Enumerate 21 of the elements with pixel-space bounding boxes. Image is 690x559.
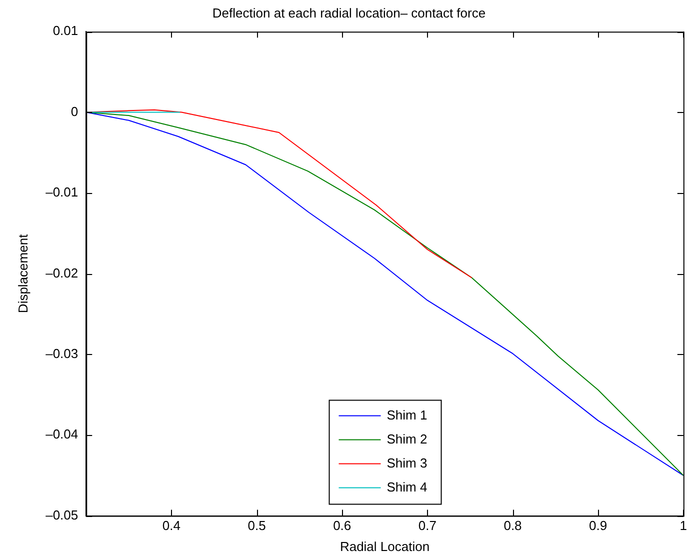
legend-label: Shim 2 [386, 431, 428, 446]
x-tick-label: 0.5 [248, 518, 266, 534]
x-tick-label: 0.4 [162, 518, 180, 534]
x-tick-label: 0.8 [504, 518, 522, 534]
x-axis-title: Radial Location [340, 538, 430, 554]
y-tick-label: –0.01 [46, 184, 78, 200]
chart-title: Deflection at each radial location– contact force [212, 5, 486, 20]
y-tick-label: –0.03 [46, 346, 78, 361]
y-axis-title: Displacement [15, 234, 30, 314]
y-tick-label: –0.04 [46, 426, 78, 442]
x-tick-label: 0.6 [333, 518, 352, 534]
y-tick-label: –0.02 [46, 265, 78, 280]
y-tick-label: –0.05 [46, 507, 78, 522]
x-tick-label: 1 [680, 518, 687, 534]
y-tick-label: 0 [70, 104, 78, 119]
x-tick-label: 0.7 [418, 518, 436, 534]
legend-label: Shim 1 [386, 407, 428, 422]
y-tick-label: 0.01 [52, 23, 78, 38]
legend-label: Shim 4 [386, 479, 428, 494]
x-tick-label: 0.9 [589, 518, 608, 534]
legend-label: Shim 3 [386, 455, 428, 470]
